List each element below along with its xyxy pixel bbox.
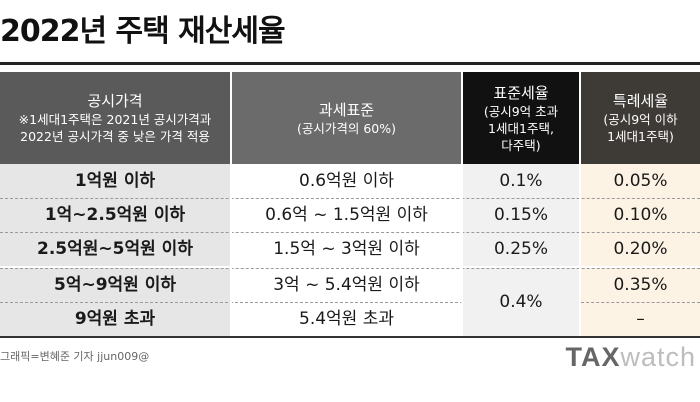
column-divider — [461, 164, 463, 336]
header-special-rate-note-1: (공시9억 이하 — [603, 112, 678, 127]
standard-rate-cell: 0.1% — [463, 164, 579, 198]
row-divider — [581, 302, 700, 303]
header-tax-base: 과세표준 (공시가격의 60%) — [232, 72, 461, 164]
header-standard-rate-label: 표준세율 — [493, 83, 549, 102]
special-rate-cell: 0.10% — [581, 198, 700, 232]
price-cell: 9억원 초과 — [0, 302, 230, 336]
table-bottom-rule — [0, 336, 700, 338]
special-rate-cell: 0.05% — [581, 164, 700, 198]
header-special-rate-label: 특례세율 — [612, 92, 669, 110]
standard-rate-cell: 0.15% — [463, 198, 579, 232]
header-price-label: 공시가격 — [87, 92, 143, 110]
page-title: 2022년 주택 재산세율 — [0, 14, 286, 49]
header-price-note-2: 2022년 공시가격 중 낮은 가격 적용 — [20, 129, 210, 144]
tax-base-cell: 0.6억원 이하 — [232, 164, 461, 198]
table-row: 9억원 초과 5.4억원 초과 – — [0, 302, 700, 336]
header-standard-rate-note-1: (공시9억 초과 — [483, 103, 559, 119]
column-divider — [230, 164, 232, 336]
row-divider — [0, 198, 700, 199]
header-standard-rate-note-3: 다주택) — [501, 137, 541, 153]
standard-rate-cell: 0.25% — [463, 232, 579, 266]
special-rate-cell: 0.35% — [581, 268, 700, 302]
graphic-credit: 그래픽=변혜준 기자 jjun009@ — [0, 350, 150, 363]
price-cell: 1억~2.5억원 이하 — [0, 198, 230, 232]
logo-tax-text: TAX — [565, 342, 621, 372]
merged-standard-rate-cell: 0.4% — [463, 268, 579, 336]
header-standard-rate-note-2: 1세대1주택, — [488, 120, 554, 136]
row-divider — [0, 268, 700, 269]
table-row: 1억~2.5억원 이하 0.6억 ~ 1.5억원 이하 0.15% 0.10% — [0, 198, 700, 232]
price-cell: 2.5억원~5억원 이하 — [0, 232, 230, 266]
title-divider — [0, 62, 700, 65]
tax-base-cell: 0.6억 ~ 1.5억원 이하 — [232, 198, 461, 232]
tax-base-cell: 1.5억 ~ 3억원 이하 — [232, 232, 461, 266]
special-rate-cell: 0.20% — [581, 232, 700, 266]
row-divider — [0, 232, 700, 233]
table-row: 5억~9억원 이하 3억 ~ 5.4억원 이하 0.35% — [0, 268, 700, 302]
table-row: 2.5억원~5억원 이하 1.5억 ~ 3억원 이하 0.25% 0.20% — [0, 232, 700, 266]
header-price-note-1: ※1세대1주택은 2021년 공시가격과 — [18, 112, 212, 127]
tax-base-cell: 5.4억원 초과 — [232, 302, 461, 336]
tax-base-cell: 3억 ~ 5.4억원 이하 — [232, 268, 461, 302]
logo-watch-text: watch — [620, 342, 696, 372]
taxwatch-logo: TAXwatch — [565, 340, 696, 374]
table-row: 1억원 이하 0.6억원 이하 0.1% 0.05% — [0, 164, 700, 198]
special-rate-cell: – — [581, 302, 700, 336]
header-special-rate: 특례세율 (공시9억 이하 1세대1주택) — [581, 72, 700, 164]
column-divider — [579, 164, 581, 336]
price-cell: 5억~9억원 이하 — [0, 268, 230, 302]
header-tax-base-note: (공시가격의 60%) — [296, 120, 396, 136]
header-tax-base-label: 과세표준 — [318, 100, 375, 119]
header-standard-rate: 표준세율 (공시9억 초과 1세대1주택, 다주택) — [463, 72, 579, 164]
header-price: 공시가격 ※1세대1주택은 2021년 공시가격과 2022년 공시가격 중 낮… — [0, 72, 230, 164]
price-cell: 1억원 이하 — [0, 164, 230, 198]
header-special-rate-note-2: 1세대1주택) — [607, 129, 674, 144]
